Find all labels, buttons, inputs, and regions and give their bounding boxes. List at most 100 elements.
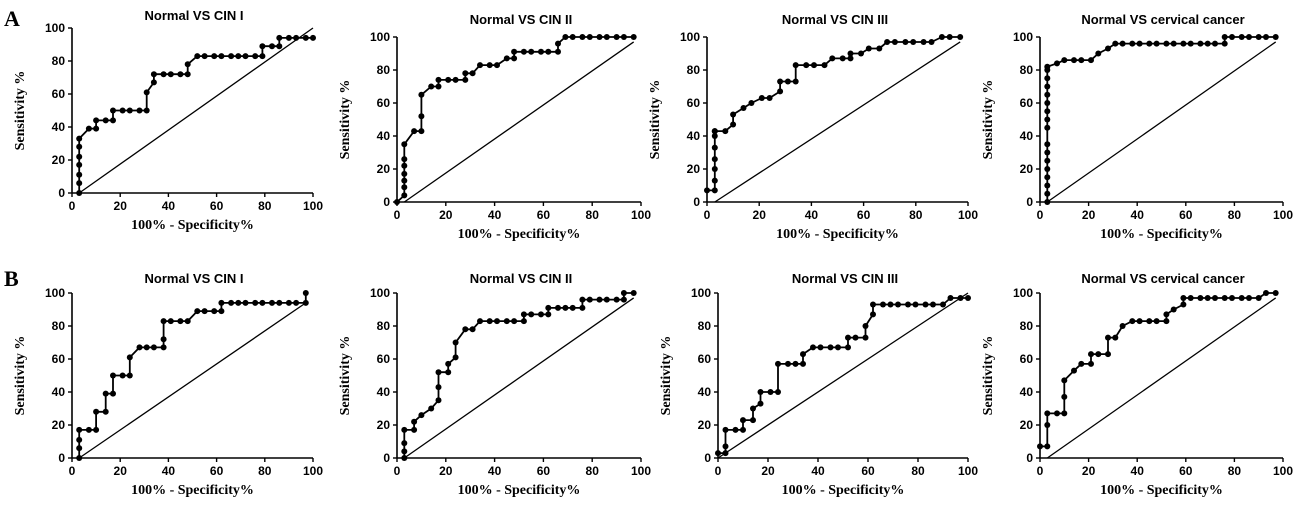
x-tick-label: 100	[303, 464, 323, 478]
roc-point	[1044, 190, 1051, 197]
y-tick-label: 0	[58, 451, 65, 465]
roc-chart-8: Normal VS cervical cancer 0 20 40 60 80 100 0 20…	[981, 271, 1293, 498]
y-axis-label: Sensitivity %	[648, 80, 663, 160]
x-axis-label: 100% - Specificity%	[131, 483, 254, 498]
roc-point	[411, 426, 418, 433]
reference-line	[403, 297, 635, 459]
roc-point	[715, 450, 721, 457]
roc-point	[201, 53, 208, 60]
roc-point	[596, 34, 603, 40]
roc-point	[1112, 40, 1119, 47]
roc-chart-5: Normal VS CIN I 0 20 40 60 80 100 0 20 40 60 80 100 1…	[13, 271, 323, 498]
roc-chart-2: Normal VS CIN II 0 20 40 60 80 100 0 20 40 60 80 100…	[338, 12, 651, 242]
roc-point	[285, 34, 292, 41]
roc-point	[394, 199, 400, 205]
y-tick-label: 40	[52, 385, 66, 399]
y-tick-label: 20	[698, 418, 712, 432]
roc-point	[235, 53, 242, 60]
x-tick-label: 20	[114, 199, 128, 213]
y-tick-label: 80	[1020, 63, 1034, 77]
roc-point	[126, 107, 133, 114]
x-tick-label: 40	[488, 464, 502, 478]
y-tick-label: 60	[52, 87, 66, 101]
roc-point	[401, 455, 408, 461]
roc-point	[211, 308, 218, 315]
roc-point	[401, 184, 408, 191]
roc-point	[218, 53, 225, 60]
roc-point	[184, 71, 191, 78]
roc-point	[462, 70, 469, 77]
roc-point	[862, 334, 869, 341]
y-tick-label: 100	[45, 286, 65, 300]
roc-point	[143, 89, 150, 96]
roc-point	[722, 426, 729, 433]
roc-point	[1044, 199, 1051, 205]
roc-point	[862, 323, 869, 329]
roc-point	[1204, 295, 1211, 301]
y-tick-label: 80	[52, 319, 66, 333]
roc-point	[946, 34, 953, 40]
y-tick-label: 100	[1013, 30, 1033, 44]
roc-point	[1180, 295, 1187, 301]
x-tick-label: 20	[439, 464, 453, 478]
roc-point	[150, 344, 157, 351]
roc-point	[730, 111, 737, 118]
roc-point	[93, 408, 100, 415]
y-tick-label: 20	[1020, 162, 1034, 176]
roc-point	[1044, 91, 1051, 98]
roc-point	[1272, 34, 1279, 40]
roc-point	[110, 117, 116, 124]
x-tick-label: 80	[1228, 464, 1242, 478]
y-axis-label: Sensitivity %	[338, 80, 353, 160]
roc-point	[85, 125, 92, 132]
roc-point	[126, 372, 133, 379]
roc-point	[302, 290, 309, 296]
y-tick-label: 40	[377, 129, 391, 143]
roc-point	[711, 133, 718, 139]
roc-point	[259, 43, 266, 50]
x-tick-label: 80	[909, 208, 923, 222]
roc-point	[167, 71, 174, 78]
roc-point	[750, 405, 756, 412]
roc-point	[579, 296, 586, 303]
x-tick-label: 0	[69, 464, 76, 478]
roc-point	[1229, 295, 1235, 301]
roc-point	[85, 426, 92, 433]
roc-point	[596, 296, 603, 303]
roc-point	[1163, 318, 1170, 325]
roc-point	[775, 360, 781, 367]
roc-point	[891, 39, 898, 45]
roc-point	[76, 135, 83, 142]
roc-point	[93, 426, 100, 433]
roc-point	[418, 113, 425, 120]
roc-curve	[403, 292, 634, 458]
roc-point	[1180, 40, 1187, 47]
y-tick-label: 0	[1026, 451, 1033, 465]
chart-title: Normal VS CIN I	[145, 271, 244, 286]
roc-point	[876, 45, 883, 52]
roc-point	[884, 39, 891, 45]
roc-point	[418, 91, 425, 98]
roc-point	[1263, 34, 1269, 40]
y-tick-label: 80	[377, 63, 391, 77]
roc-point	[1044, 141, 1051, 148]
x-tick-label: 0	[1037, 208, 1044, 222]
x-tick-label: 100	[958, 208, 978, 222]
roc-point	[1088, 360, 1094, 367]
roc-point	[905, 301, 911, 308]
roc-point	[1044, 63, 1051, 70]
x-tick-label: 60	[861, 464, 875, 478]
y-axis-label: Sensitivity %	[981, 336, 996, 416]
y-tick-label: 60	[377, 96, 391, 110]
roc-point	[428, 405, 435, 412]
y-tick-label: 80	[687, 63, 701, 77]
roc-point	[310, 34, 316, 41]
roc-point	[847, 55, 854, 62]
roc-point	[1212, 40, 1218, 47]
roc-point	[252, 299, 259, 306]
x-tick-label: 80	[911, 464, 925, 478]
y-tick-label: 40	[1020, 385, 1034, 399]
y-tick-label: 60	[1020, 352, 1034, 366]
roc-point	[177, 71, 184, 78]
roc-point	[110, 107, 116, 114]
